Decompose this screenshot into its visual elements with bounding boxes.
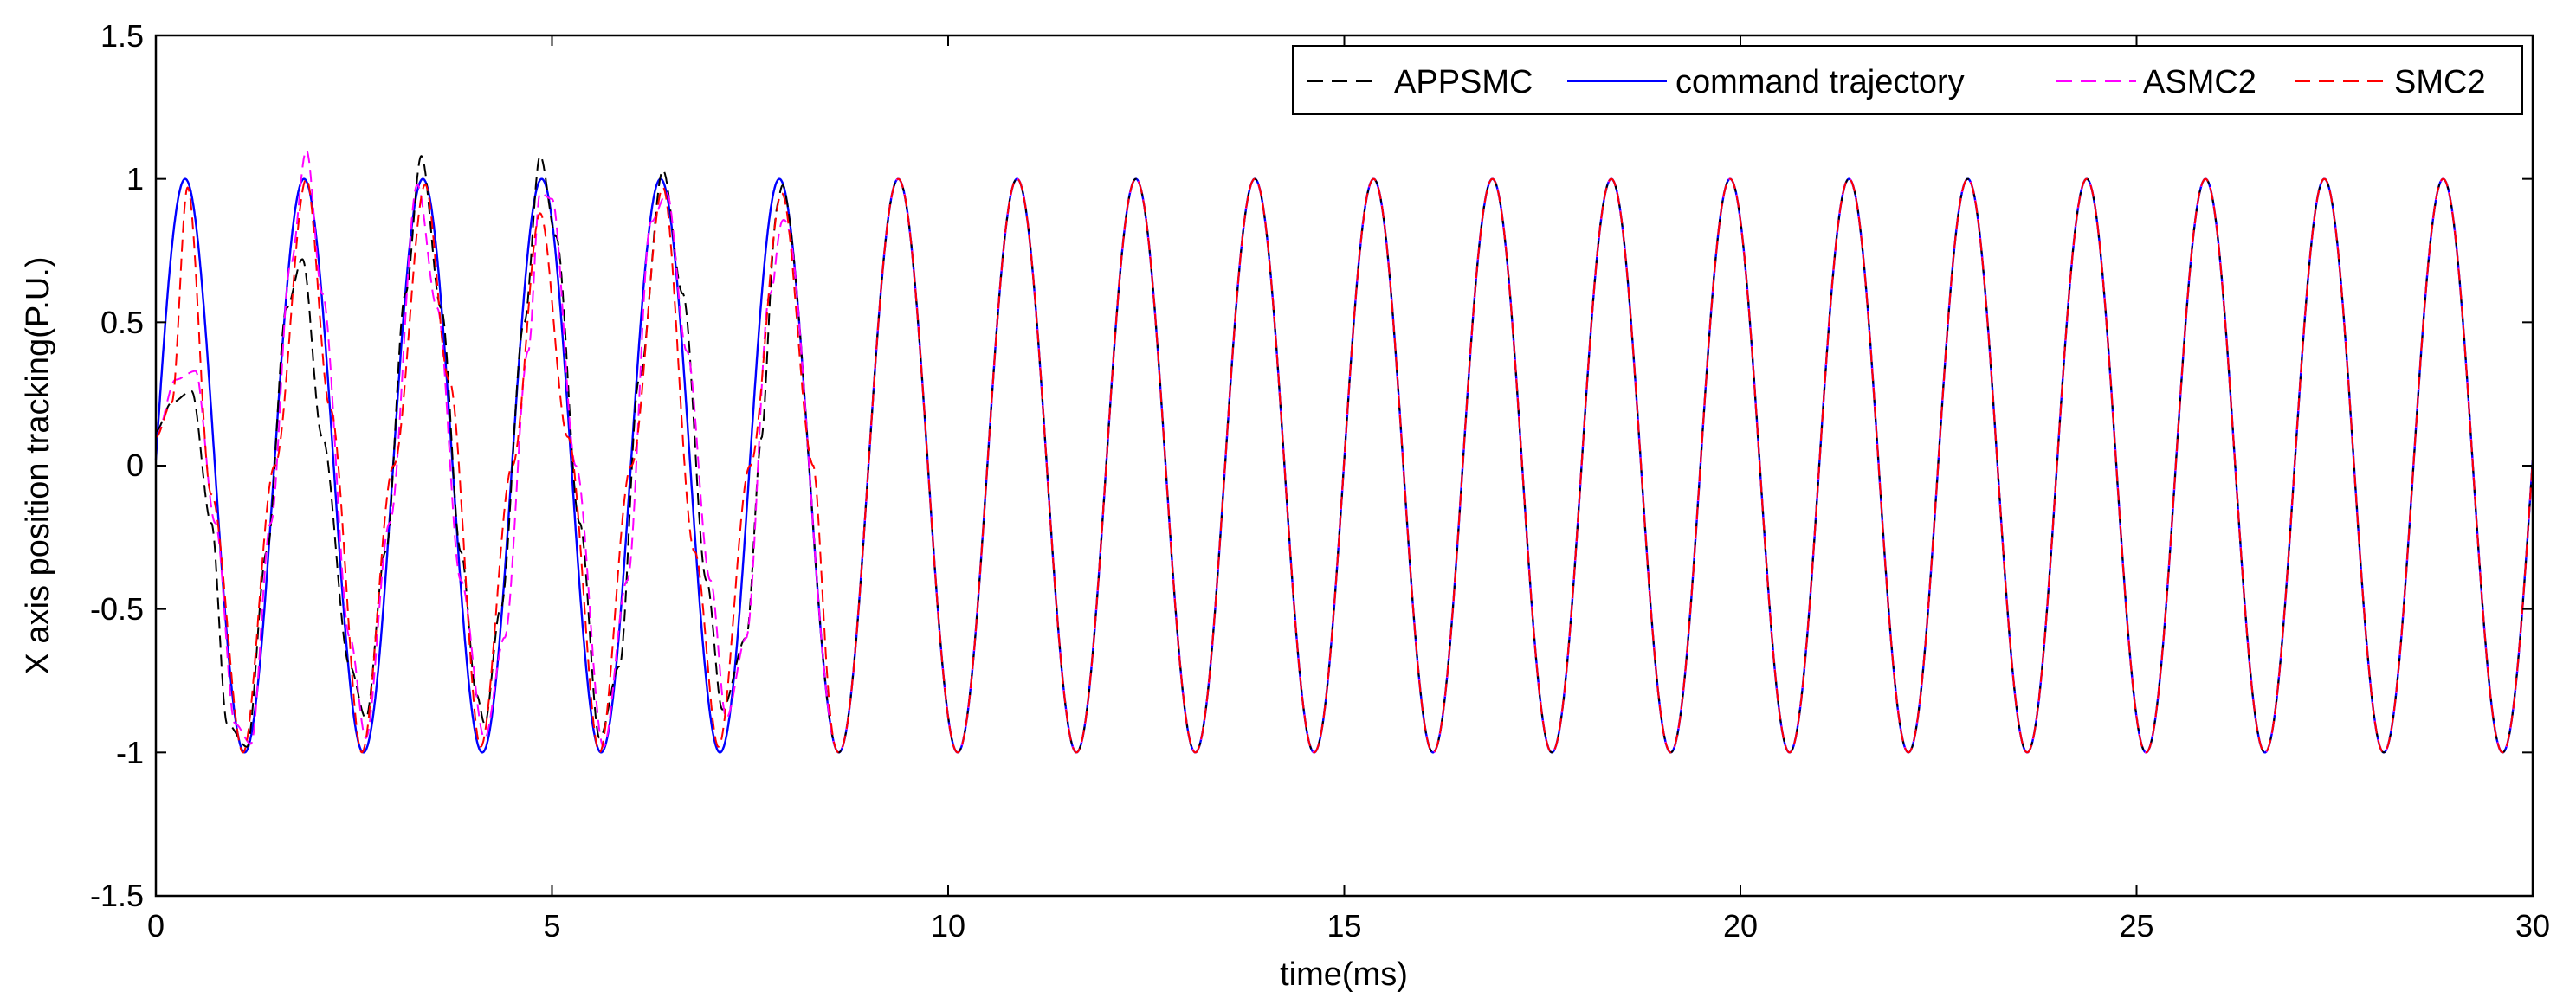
y-tick-label: 0 [126,447,144,483]
legend-label-command: command trajectory [1675,64,1965,100]
legend-label-asmc2: ASMC2 [2143,64,2256,100]
y-tick-label: 1.5 [100,18,144,54]
x-tick-label: 10 [931,908,965,943]
y-tick-label: 1 [126,161,144,196]
y-tick-label: -1 [116,735,144,770]
y-axis-label: X axis position tracking(P.U.) [20,257,56,675]
legend-label-smc2: SMC2 [2394,64,2486,100]
legend-box [1292,45,2523,115]
y-tick-label: -1.5 [90,878,144,913]
legend-label-appsmc: APPSMC [1394,64,1533,100]
x-tick-label: 5 [543,908,560,943]
series-line-smc2 [155,177,2534,754]
ticks-layer [155,35,2534,897]
x-tick-label: 15 [1327,908,1361,943]
x-tick-label: 25 [2119,908,2153,943]
x-tick-label: 30 [2515,908,2550,943]
series-layer [154,149,2534,754]
x-tick-label: 20 [1723,908,1758,943]
legend: APPSMC command trajectory ASMC2 SMC2 [1292,45,2523,115]
x-axis-label: time(ms) [1280,956,1408,993]
x-tick-label: 0 [147,908,165,943]
y-tick-label: -0.5 [90,591,144,627]
y-tick-label: 0.5 [100,305,144,340]
